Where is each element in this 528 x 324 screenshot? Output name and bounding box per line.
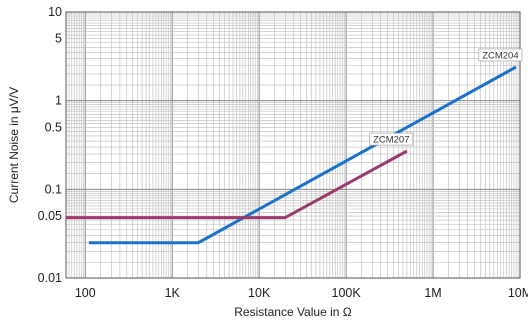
x-tick-label: 10K <box>248 286 271 300</box>
y-tick-label: 0.1 <box>45 182 62 196</box>
plot-frame <box>65 11 521 279</box>
y-tick-label: 1 <box>55 94 62 108</box>
x-tick-label: 100K <box>332 286 362 300</box>
grid-lines <box>66 12 520 278</box>
tick-labels: 100 1K 10K 100K 1M 10M 0.01 0.05 0.1 0.5 1 5 10 <box>38 5 528 300</box>
x-axis-label: Resistance Value in Ω <box>234 305 352 319</box>
y-tick-label: 10 <box>48 5 62 19</box>
y-tick-label: 0.5 <box>45 120 62 134</box>
x-tick-label: 10M <box>508 286 528 300</box>
y-tick-label: 5 <box>55 32 62 46</box>
x-tick-label: 1K <box>165 286 181 300</box>
series-group: ZCM204 ZCM207 <box>66 48 523 245</box>
series-label-box <box>369 132 414 146</box>
series-line-zcm207 <box>66 149 408 220</box>
series-label-zcm204: ZCM204 <box>482 50 518 61</box>
y-tick-label: 0.01 <box>38 271 62 285</box>
series-label-zcm207: ZCM207 <box>373 135 409 146</box>
x-tick-label: 1M <box>424 286 441 300</box>
series-label-box <box>478 48 523 62</box>
series-line-zcm204 <box>88 65 517 245</box>
y-axis-label: Current Noise in μV/V <box>7 87 21 203</box>
x-tick-label: 100 <box>75 286 96 300</box>
y-tick-label: 0.05 <box>38 209 62 223</box>
